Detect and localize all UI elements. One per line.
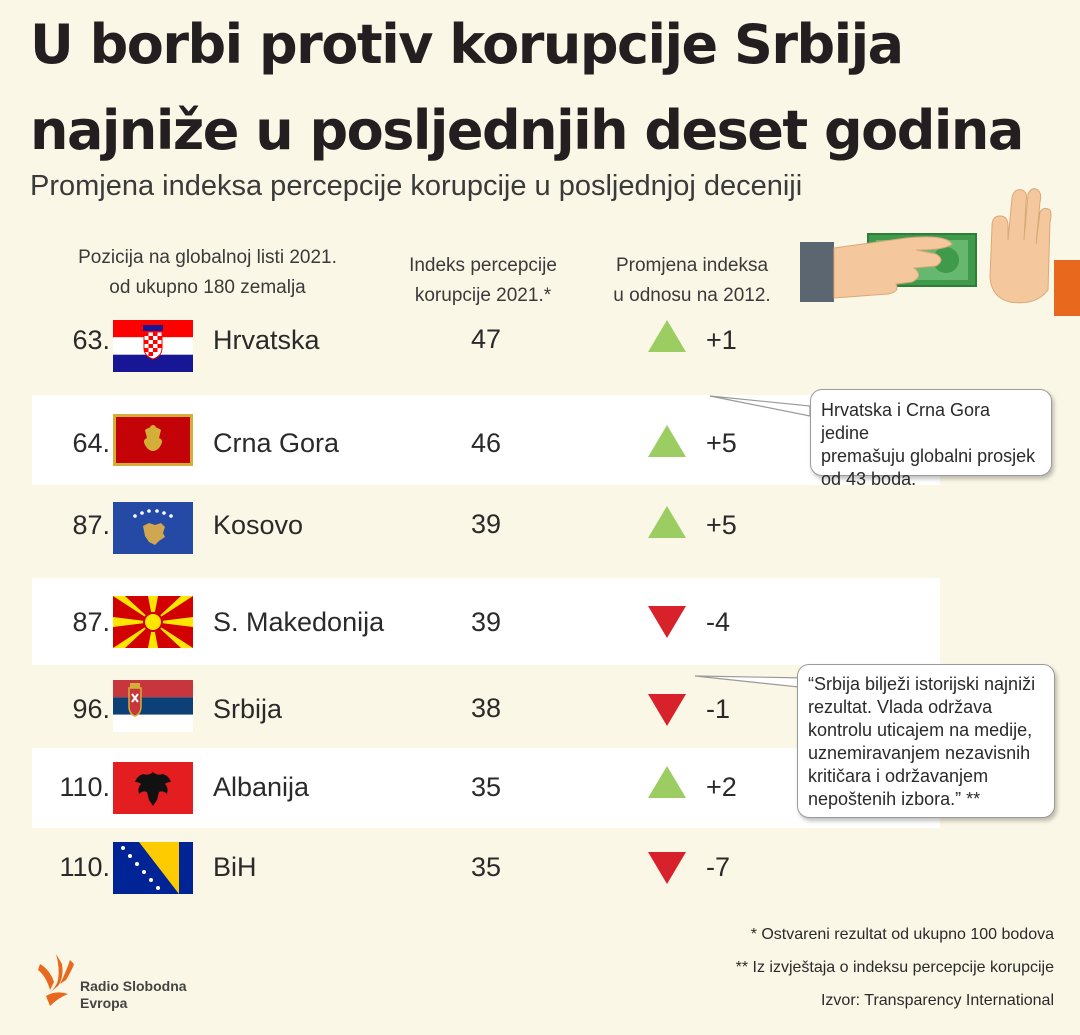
country-name: Albanija (213, 772, 310, 802)
serbia-flag-icon (113, 680, 193, 732)
rse-logo-icon (38, 954, 74, 1006)
north-macedonia-flag-icon (113, 596, 193, 648)
title-line-1: U borbi protiv korupcije Srbija (30, 13, 904, 76)
score-cell: 47 (470, 324, 502, 354)
logo-text: Radio Slobodna Evropa (80, 978, 187, 1011)
score-cell: 35 (470, 852, 502, 882)
country-name: Srbija (213, 694, 283, 724)
change-cell: +1 (706, 325, 737, 355)
cuff-right (1054, 260, 1080, 316)
up-arrow-icon (648, 425, 686, 457)
change-cell: -1 (706, 694, 731, 724)
callout-serbia-quote: “Srbija bilježi istorijski najniži rezul… (797, 664, 1055, 818)
up-arrow-icon (648, 766, 686, 798)
score-cell: 38 (470, 693, 502, 723)
montenegro-flag-icon (113, 414, 193, 466)
rank-cell: 110. (59, 852, 110, 882)
title-line-2: najniže u posljednjih deset godina (30, 99, 1024, 162)
down-arrow-icon (648, 694, 686, 726)
change-cell: +2 (706, 772, 737, 802)
country-name: S. Makedonija (213, 607, 385, 637)
albania-flag-icon (113, 762, 193, 814)
down-arrow-icon (648, 852, 686, 884)
up-arrow-icon (648, 320, 686, 352)
rank-cell: 63. (72, 325, 110, 355)
country-name: Crna Gora (213, 428, 340, 458)
bribe-refusal-illustration (800, 188, 1080, 316)
rank-cell: 64. (72, 428, 110, 458)
callout-above-average: Hrvatska i Crna Gora jedine premašuju gl… (810, 389, 1052, 489)
rank-header: Pozicija na globalnoj listi 2021. od uku… (78, 247, 337, 298)
score-cell: 35 (470, 772, 502, 802)
cuff-left (800, 242, 834, 302)
change-header: Promjena indeksa u odnosu na 2012. (613, 255, 771, 306)
up-arrow-icon (648, 506, 686, 538)
rank-cell: 96. (72, 694, 110, 724)
score-cell: 39 (470, 607, 502, 637)
source-note: Izvor: Transparency International (820, 992, 1054, 1009)
score-header: Indeks percepcije korupcije 2021.* (409, 255, 557, 306)
kosovo-flag-icon (113, 502, 193, 554)
score-cell: 46 (470, 428, 502, 458)
country-name: BiH (213, 852, 257, 882)
page-title: U borbi protiv korupcije Srbija najniže … (30, 2, 1070, 174)
change-cell: +5 (706, 428, 737, 458)
footnote-report: ** Iz izvještaja o indeksu percepcije ko… (735, 959, 1054, 976)
country-name: Hrvatska (213, 325, 320, 355)
rank-cell: 87. (72, 607, 110, 637)
hand-refusing (989, 188, 1052, 304)
croatia-flag-icon (113, 320, 193, 372)
rank-cell: 110. (59, 772, 110, 802)
footnote-score: * Ostvareni rezultat od ukupno 100 bodov… (750, 926, 1054, 943)
change-cell: -4 (706, 607, 731, 637)
down-arrow-icon (648, 606, 686, 638)
hand-offering (833, 236, 953, 299)
change-cell: -7 (706, 852, 731, 882)
change-cell: +5 (706, 510, 737, 540)
rank-cell: 87. (72, 510, 110, 540)
score-cell: 39 (470, 509, 502, 539)
subtitle: Promjena indeksa percepcije korupcije u … (30, 170, 803, 202)
country-name: Kosovo (213, 510, 304, 540)
bosnia-flag-icon (113, 842, 193, 894)
